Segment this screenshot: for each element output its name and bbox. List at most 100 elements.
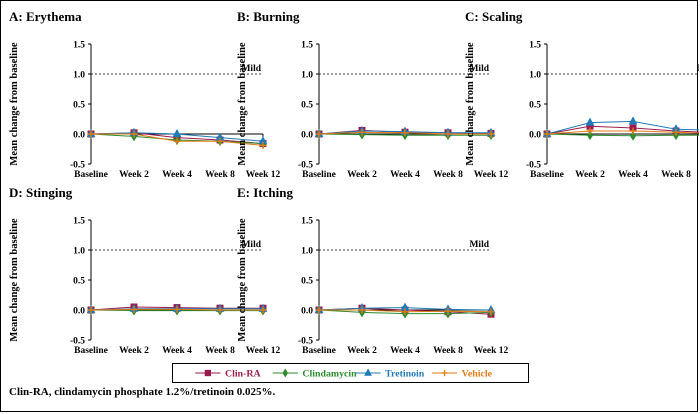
data-point-vehicle (629, 127, 637, 135)
mild-label: Mild (241, 240, 261, 250)
data-point-vehicle (444, 130, 452, 138)
x-tick-label: Week 12 (246, 346, 281, 356)
data-point-vehicle (130, 305, 138, 313)
mild-label: Mild (469, 240, 489, 250)
x-tick-label: Week 4 (390, 346, 420, 356)
panel-letter: C: (465, 9, 482, 24)
panel-title: E: Itching (237, 185, 293, 200)
y-axis-label: Mean change from baseline (465, 42, 476, 166)
data-point-vehicle (444, 307, 452, 315)
data-point-vehicle (216, 137, 224, 145)
y-tick-label: 1.5 (73, 217, 85, 227)
y-tick-label: 0.0 (73, 307, 85, 317)
data-point-vehicle (315, 306, 323, 314)
data-point-vehicle (543, 130, 551, 138)
data-point-vehicle (87, 130, 95, 138)
panel-itching: E: Itching Mean change from baseline -0.5 0… (237, 185, 509, 356)
legend-swatch-marker (204, 369, 211, 377)
legend-item-clin-ra: Clin-RA (195, 369, 261, 380)
y-tick-label: 0.5 (73, 277, 85, 287)
y-axis-label: Mean change from baseline (237, 218, 248, 342)
x-tick-label: Week 12 (246, 170, 281, 180)
y-axis-label: Mean change from baseline (9, 42, 20, 166)
x-tick-label: Week 4 (390, 170, 420, 180)
panel-burning: B: Burning Mean change from baseline -0.5 0… (237, 9, 509, 180)
panel-title-text: Erythema (26, 9, 82, 24)
x-tick-label: Week 8 (205, 346, 235, 356)
data-point-vehicle (401, 129, 409, 137)
data-point-vehicle (216, 306, 224, 314)
legend-label: Clin-RA (225, 369, 262, 380)
x-tick-label: Week 4 (618, 170, 648, 180)
legend: Clin-RA Clindamycin Tretinoin Vehicle (172, 363, 529, 383)
legend-item-clindamycin: Clindamycin (272, 368, 357, 380)
panel-title: D: Stinging (9, 185, 73, 200)
data-point-tretinoin (628, 116, 638, 125)
y-tick-label: -0.5 (298, 161, 313, 171)
data-point-vehicle (130, 130, 138, 138)
data-point-vehicle (259, 306, 267, 314)
x-tick-label: Baseline (302, 346, 336, 356)
y-tick-label: -0.5 (526, 161, 541, 171)
x-tick-label: Baseline (302, 170, 336, 180)
legend-swatch-marker (364, 368, 372, 376)
data-point-tretinoin (585, 117, 595, 126)
panel-title-text: Stinging (26, 185, 73, 200)
y-tick-label: 0.0 (301, 307, 313, 317)
panel-letter: B: (237, 9, 253, 24)
panel-erythema: A: Erythema Mean change from baseline -0.5… (9, 9, 281, 180)
legend-label: Tretinoin (385, 369, 425, 380)
y-tick-label: 0.5 (529, 101, 541, 111)
data-point-vehicle (87, 306, 95, 314)
panel-title-text: Itching (253, 185, 293, 200)
panel-letter: A: (9, 9, 26, 24)
data-point-vehicle (487, 308, 495, 316)
y-tick-label: 1.0 (301, 71, 313, 81)
y-tick-label: 1.0 (529, 71, 541, 81)
y-tick-label: -0.5 (298, 337, 313, 347)
data-point-clindamycin (629, 130, 637, 141)
panel-stinging: D: Stinging Mean change from baseline -0.5… (9, 185, 281, 356)
mild-label: Mild (241, 64, 261, 74)
x-tick-label: Week 2 (347, 346, 377, 356)
data-point-vehicle (586, 127, 594, 135)
x-tick-label: Week 12 (474, 170, 509, 180)
panel-title: C: Scaling (465, 9, 523, 24)
mild-label: Mild (697, 64, 699, 74)
chart-area: A: Erythema Mean change from baseline -0.5… (9, 9, 699, 356)
data-point-vehicle (358, 128, 366, 136)
data-point-clindamycin (586, 130, 594, 141)
y-tick-label: 1.5 (73, 41, 85, 51)
y-tick-label: 1.0 (73, 247, 85, 257)
panel-letter: D: (9, 185, 26, 200)
y-tick-label: 0.0 (73, 131, 85, 141)
x-tick-label: Week 2 (347, 170, 377, 180)
panel-letter: E: (237, 185, 253, 200)
panel-scaling: C: Scaling Mean change from baseline -0.5 0… (465, 9, 699, 180)
y-tick-label: 0.5 (73, 101, 85, 111)
x-tick-label: Week 4 (162, 170, 192, 180)
x-tick-label: Week 8 (661, 170, 691, 180)
y-tick-label: 1.0 (73, 71, 85, 81)
x-tick-label: Week 2 (119, 170, 149, 180)
x-tick-label: Week 8 (205, 170, 235, 180)
x-tick-label: Week 8 (433, 170, 463, 180)
data-point-vehicle (358, 306, 366, 314)
x-tick-label: Week 2 (119, 346, 149, 356)
data-point-vehicle (315, 130, 323, 138)
mild-label: Mild (469, 64, 489, 74)
y-tick-label: 1.5 (301, 41, 313, 51)
x-tick-label: Week 2 (575, 170, 605, 180)
panel-title-text: Scaling (482, 9, 523, 24)
legend-item-tretinoin: Tretinoin (355, 368, 425, 380)
y-tick-label: 0.0 (301, 131, 313, 141)
panel-title: A: Erythema (9, 9, 82, 24)
data-point-vehicle (672, 128, 680, 136)
legend-item-vehicle: Vehicle (431, 369, 493, 380)
y-tick-label: 1.5 (529, 41, 541, 51)
y-tick-label: 1.5 (301, 217, 313, 227)
data-point-vehicle (487, 130, 495, 138)
y-tick-label: -0.5 (70, 337, 85, 347)
x-tick-label: Week 4 (162, 346, 192, 356)
